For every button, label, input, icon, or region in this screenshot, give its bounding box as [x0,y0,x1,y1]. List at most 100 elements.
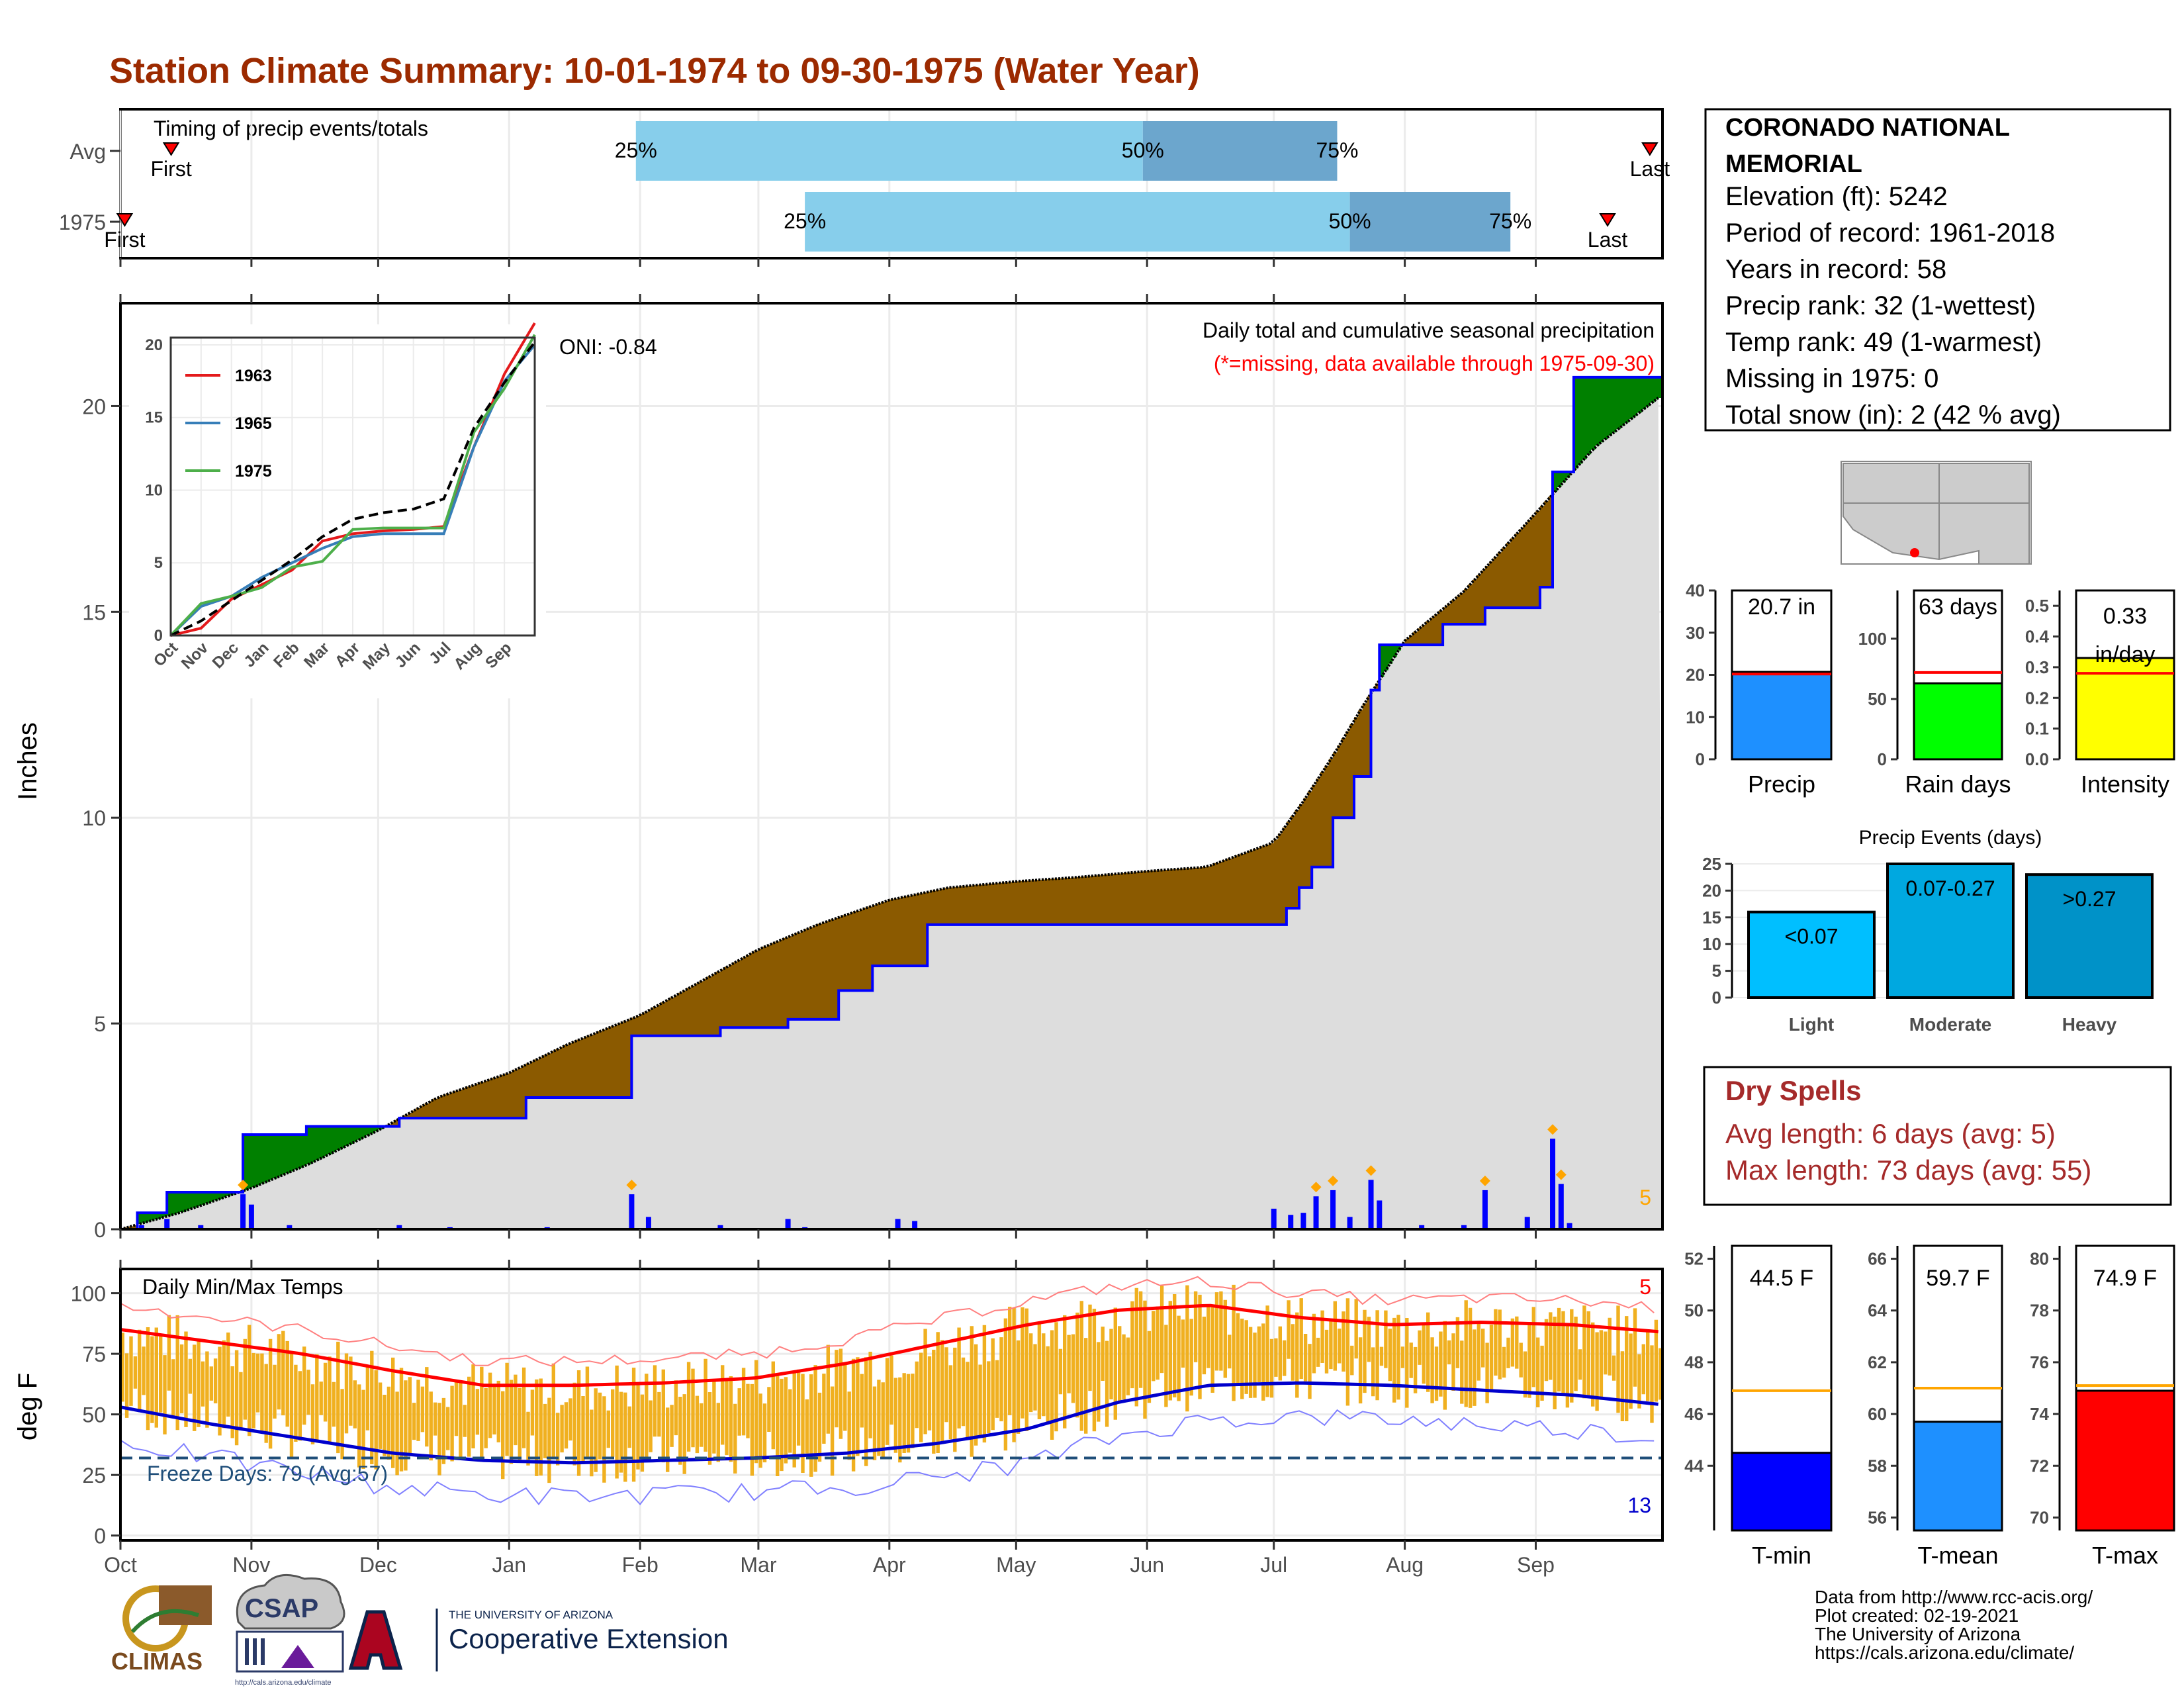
hot-count: 5 [1639,1275,1651,1299]
footer: Data from http://www.rcc-acis.org/ Plot … [1815,1587,2093,1663]
inset-y-tick-label: 15 [145,409,163,427]
temp-x-tick-label: Feb [622,1553,659,1577]
timing-first-label: First [104,228,145,252]
timing-last-label: Last [1588,228,1628,252]
temp-x-tick-label: Apr [873,1553,906,1577]
tmin-y-tick-label: 44 [1684,1456,1704,1476]
university-of-arizona-logo: THE UNIVERSITY OF ARIZONA Cooperative Ex… [348,1609,729,1671]
timing-bar-25-50 [635,121,1143,181]
intensity-y-tick-label: 0.2 [2025,688,2049,708]
daily-precip-bar [248,1204,254,1229]
daily-precip-bar [785,1219,791,1229]
daily-precip-bar [1347,1217,1353,1229]
dry-spells-box: Dry Spells Avg length: 6 days (avg: 5) M… [1703,1066,2172,1206]
tmin-label: 44.5 F [1750,1266,1813,1291]
tmin-y-tick-label: 48 [1684,1352,1704,1372]
tmax-y-tick-label: 72 [2030,1456,2049,1476]
precip-y-tick-label: 20 [82,395,106,418]
temp-x-tick-label: Jan [492,1553,526,1577]
daily-precip-bar [1330,1190,1336,1229]
below-average-area [120,496,1553,1230]
tmean-label: 59.7 F [1926,1266,1989,1291]
temp-x-tick-label: Aug [1386,1553,1424,1577]
csap-logo-text: CSAP [245,1594,318,1623]
intensity-label: 0.33 [2103,604,2147,629]
tmin-y-tick-label: 52 [1684,1249,1704,1269]
station-info-line: Missing in 1975: 0 [1725,364,1938,393]
daily-precip-bar [1313,1196,1319,1229]
tmax-xlabel: T-max [2092,1542,2158,1569]
timing-p50-label: 50% [1122,138,1164,162]
extreme-precip-marker [626,1180,637,1191]
daily-precip-bar [645,1217,651,1229]
tmean-bar [1913,1421,2003,1532]
inset-y-tick-label: 5 [154,554,163,572]
events-y-tick-label: 5 [1712,961,1721,981]
cold-count: 13 [1627,1493,1651,1517]
events-y-tick-label: 15 [1702,908,1721,927]
daily-precip-bar [1461,1225,1467,1229]
temp-x-tick-label: Dec [359,1553,397,1577]
precip-y-tick-label: 5 [94,1012,106,1036]
rain_days-xlabel: Rain days [1905,771,2011,798]
daily-temp-range-bars [120,1284,1662,1483]
timing-p75-label: 75% [1316,138,1358,162]
rain_days-y-tick-label: 0 [1878,749,1887,769]
temp-x-tick-label: Oct [104,1553,137,1577]
daily-precip-bar [1558,1184,1564,1229]
intensity-y-tick-label: 0.3 [2025,657,2049,677]
daily-precip-bar [1271,1208,1277,1229]
daily-precip-bar [240,1194,246,1229]
events-y-tick-label: 10 [1702,934,1721,954]
temp-title: Daily Min/Max Temps [142,1275,343,1299]
precip-y-tick-label: 10 [82,806,106,830]
daily-precip-bar [287,1225,293,1229]
events-bar-light [1747,910,1876,999]
temp-x-tick-label: Jun [1130,1553,1164,1577]
temp-y-tick-label: 75 [82,1342,106,1366]
inset-legend-label: 1975 [235,462,272,481]
events-x-tick-label: Light [1789,1014,1834,1035]
timing-bar-50-75 [1349,192,1511,252]
timing-bar-50-75 [1142,121,1338,181]
temp-ylabel: deg F [13,1373,42,1440]
climas-logo-text: CLIMAS [111,1648,203,1675]
temp-x-tick-label: Mar [740,1553,776,1577]
precip-panel: Inches 0 5 10 15 20 Daily total and cumulati… [13,294,1664,1242]
events-y-tick-label: 25 [1702,854,1721,874]
station-info-line: Period of record: 1961-2018 [1725,218,2055,248]
tmax-y-tick-label: 74 [2030,1404,2049,1424]
tmax-label: 74.9 F [2093,1266,2157,1291]
footer-line-3: The University of Arizona [1815,1624,2021,1644]
record-low-line [120,1409,1655,1506]
temp-x-tick-label: Nov [232,1553,270,1577]
station-info-line: Temp rank: 49 (1-warmest) [1725,328,2042,357]
ua-logo-small: THE UNIVERSITY OF ARIZONA [449,1609,614,1621]
tmean-y-tick-label: 64 [1868,1301,1887,1321]
precip_total-xlabel: Precip [1748,771,1815,798]
extreme-precip-marker [1479,1175,1490,1186]
dry-spells-avg: Avg length: 6 days (avg: 5) [1725,1118,2056,1149]
precip-subtitle: (*=missing, data available through 1975-… [1214,352,1655,375]
precip-ylabel: Inches [13,722,42,800]
oni-label: ONI: -0.84 [559,335,657,359]
precip_total-y-tick-label: 30 [1686,623,1705,643]
tmin-y-tick-label: 46 [1684,1404,1704,1424]
precip_total-y-tick-label: 0 [1696,749,1705,769]
dry-spells-title: Dry Spells [1725,1075,1861,1106]
inset-y-tick-label: 20 [145,336,163,354]
timing-row-label: 1975 [59,211,106,234]
footer-line-1: Data from http://www.rcc-acis.org/ [1815,1587,2093,1607]
intensity-y-tick-label: 0.5 [2025,596,2049,616]
extreme-precip-marker [238,1180,249,1191]
daily-precip-bar [1550,1139,1556,1229]
average-cumulative-area [120,398,1662,1229]
daily-precip-bar [138,1225,144,1229]
tmean-y-tick-label: 56 [1868,1507,1887,1527]
timing-p50-label: 50% [1329,209,1371,233]
temp-y-tick-label: 100 [71,1282,106,1306]
timing-row-label: Avg [69,140,106,164]
precip-plot-frame [119,302,1664,1231]
rain_days-y-tick-label: 100 [1858,629,1887,649]
tmin-xlabel: T-min [1752,1542,1811,1569]
